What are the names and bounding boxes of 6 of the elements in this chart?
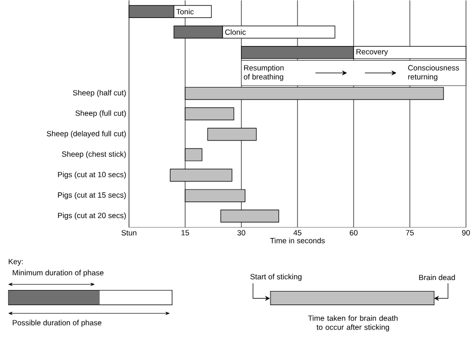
- bar: [184, 189, 246, 202]
- bar: [220, 209, 280, 222]
- bar: [184, 107, 234, 120]
- bar: [170, 168, 232, 182]
- bar: [207, 128, 257, 141]
- bar: [184, 148, 202, 162]
